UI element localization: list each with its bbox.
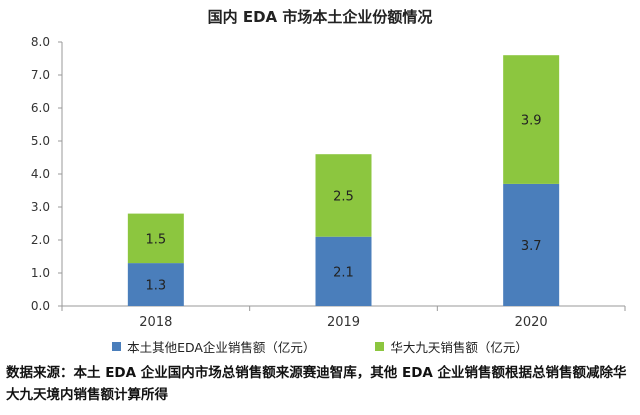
- bar-2019-series-2: [315, 154, 372, 237]
- y-tick-label: 7.0: [31, 68, 50, 82]
- bar-2018-series-2: [127, 213, 184, 264]
- x-tick-label: 2019: [327, 315, 360, 330]
- legend: 本土其他EDA企业销售额（亿元） 华大九天销售额（亿元）: [0, 337, 640, 356]
- y-tick-label: 2.0: [31, 233, 50, 247]
- data-label-2019-series-1: 2.1: [333, 265, 354, 280]
- source-note: 数据来源：本土 EDA 企业国内市场总销售额来源赛迪智库，其他 EDA 企业销售…: [6, 365, 627, 403]
- y-tick-label: 1.0: [31, 266, 50, 280]
- x-tick-label: 2020: [515, 315, 548, 330]
- y-tick-label: 6.0: [31, 101, 50, 115]
- data-label-2019-series-2: 2.5: [333, 189, 354, 204]
- y-tick-label: 5.0: [31, 134, 50, 148]
- y-tick-label: 4.0: [31, 167, 50, 181]
- y-tick-label: 3.0: [31, 200, 50, 214]
- data-label-2018-series-2: 1.5: [145, 232, 166, 247]
- bar-2020-series-2: [503, 55, 560, 184]
- legend-swatch-series-2: [375, 342, 385, 351]
- chart-figure: 国内 EDA 市场本土企业份额情况 0.0 1.0 2.0 3.0 4.0 5.0 6.0 7…: [0, 8, 640, 356]
- legend-label-series-1: 本土其他EDA企业销售额（亿元）: [127, 340, 316, 355]
- legend-item-series-1: 本土其他EDA企业销售额（亿元）: [112, 337, 315, 356]
- y-tick-label: 8.0: [31, 35, 50, 49]
- chart-title: 国内 EDA 市场本土企业份额情况: [207, 8, 433, 26]
- data-label-2018-series-1: 1.3: [145, 279, 166, 294]
- bar-2018-series-1: [127, 263, 184, 306]
- data-label-2020-series-1: 3.7: [521, 239, 542, 254]
- x-tick-label: 2018: [139, 315, 172, 330]
- bar-2020-series-1: [503, 183, 560, 306]
- legend-item-series-2: 华大九天销售额（亿元）: [375, 337, 528, 356]
- bar-2019-series-1: [315, 236, 372, 306]
- legend-swatch-series-1: [112, 342, 122, 351]
- data-label-2020-series-2: 3.9: [521, 114, 542, 129]
- legend-label-series-2: 华大九天销售额（亿元）: [390, 340, 528, 355]
- stacked-bar-chart: 0.0 1.0 2.0 3.0 4.0 5.0 6.0 7.0 8.0 1.3 1.5 2018 2.1…: [31, 35, 626, 330]
- y-tick-label: 0.0: [31, 299, 50, 313]
